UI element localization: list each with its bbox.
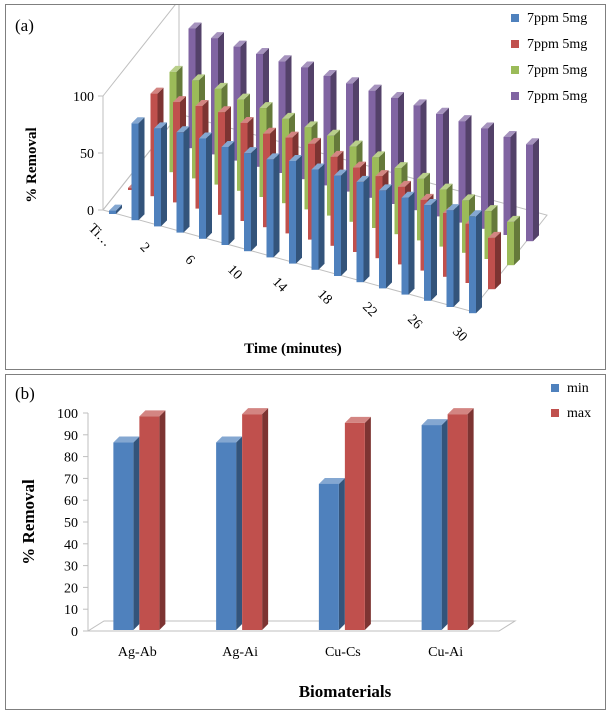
bar-a-s3-c14 (481, 122, 494, 229)
bar-a-s0-c9 (311, 163, 325, 270)
bar-a-s0-c12 (379, 184, 392, 289)
legend-label: 7ppm 5mg (527, 11, 587, 26)
floor-plane (86, 620, 517, 632)
y-axis-title: % Removal (24, 127, 40, 202)
y-tick-label: 30 (64, 560, 78, 575)
bar-b-max-0 (139, 410, 166, 630)
bar-a-s3-c16 (526, 138, 539, 242)
x-tick-label: Cu-Cs (325, 645, 361, 660)
y-tick-label: 0 (87, 204, 94, 219)
y-tick-label: 100 (57, 407, 78, 422)
legend-swatch (511, 40, 519, 48)
bar-a-s0-c5 (221, 140, 235, 245)
chart-b-svg: (b) 0 10 20 30 40 50 60 70 80 90 100 Ag-Ab Ag-Ai Cu-Cs… (15, 381, 591, 701)
bar-a-s1-c16 (488, 231, 501, 290)
x-tick-label: 10 (224, 262, 245, 283)
bar-a-s0-c0 (109, 204, 122, 214)
y-tick-label: 20 (64, 581, 78, 596)
bar-a-s0-c16 (469, 210, 482, 314)
bar-b-min-1 (216, 436, 243, 630)
x-tick-label: 30 (449, 324, 470, 345)
bar-a-s0-c3 (176, 126, 190, 233)
bar-a-s0-c11 (356, 175, 370, 283)
legend-swatch (551, 409, 559, 417)
x-tick-label: Cu-Ai (428, 645, 463, 660)
bar-b-max-3 (447, 408, 474, 630)
bar-b-max-1 (242, 408, 269, 630)
back-wall-top (102, 5, 176, 97)
legend-swatch (511, 92, 519, 100)
y-tick-label: 0 (71, 625, 78, 640)
y-tick-label: 90 (64, 429, 78, 444)
y-tick-label: 50 (80, 147, 94, 162)
bar-a-s0-c1 (131, 117, 145, 221)
bar-a-s3-c15 (503, 130, 517, 235)
bar-b-min-2 (318, 477, 345, 630)
y-tick-label: 100 (73, 90, 94, 105)
legend-swatch (551, 384, 559, 392)
y-tick-label: 10 (64, 603, 78, 618)
y-tick-label: 80 (64, 451, 78, 466)
bar-a-s0-c4 (199, 132, 212, 239)
bar-a-s0-c10 (334, 169, 347, 276)
x-tick-label: 26 (404, 312, 425, 333)
y-tick-label: 60 (64, 494, 78, 509)
legend-label: 7ppm 5mg (527, 89, 587, 104)
x-tick-label: Ag-Ai (222, 645, 258, 660)
bar-a-s2-c16 (507, 215, 520, 266)
x-tick-label: 18 (314, 287, 335, 308)
bar-a-s0-c6 (244, 147, 257, 252)
bar-a-s0-c14 (424, 199, 437, 301)
legend-label: min (567, 381, 589, 396)
bar-b-min-0 (113, 436, 140, 630)
x-tick-label: 14 (269, 275, 290, 296)
y-axis-title: % Removal (19, 479, 38, 565)
y-tick-label: 70 (64, 472, 78, 487)
x-tick-label: Ag-Ab (118, 645, 157, 660)
x-tick-label: 6 (182, 253, 198, 269)
panel-label-a: (a) (15, 16, 34, 35)
legend-label: max (567, 406, 591, 421)
bar-a-s0-c13 (401, 191, 415, 295)
bar-a-s0-c15 (446, 204, 460, 307)
panel-label-b: (b) (15, 384, 35, 403)
x-tick-label: Ti… (85, 221, 114, 250)
legend-label: 7ppm 5mg (527, 37, 587, 52)
x-axis-title: Time (minutes) (244, 341, 342, 357)
x-tick-label: 2 (137, 240, 153, 256)
bar-b-min-3 (421, 419, 448, 630)
bar-a-s0-c7 (266, 153, 280, 258)
bar-a-s0-c8 (289, 155, 302, 264)
chart-panel-a: (a) 0 50 100 Ti… 2 6 10 14 18 22 26 30% Removal Time … (5, 4, 606, 370)
chart-panel-b: (b) 0 10 20 30 40 50 60 70 80 90 100 Ag-Ab Ag-Ai Cu-Cs… (5, 374, 606, 710)
x-tick-label: 22 (359, 300, 380, 321)
y-tick-label: 50 (64, 516, 78, 531)
legend-swatch (511, 66, 519, 74)
x-axis-title: Biomaterials (299, 682, 392, 701)
bar-a-s0-c2 (154, 122, 167, 227)
legend-label: 7ppm 5mg (527, 63, 587, 78)
y-tick-label: 40 (64, 538, 78, 553)
bar-b-max-2 (344, 416, 371, 630)
legend-swatch (511, 14, 519, 22)
